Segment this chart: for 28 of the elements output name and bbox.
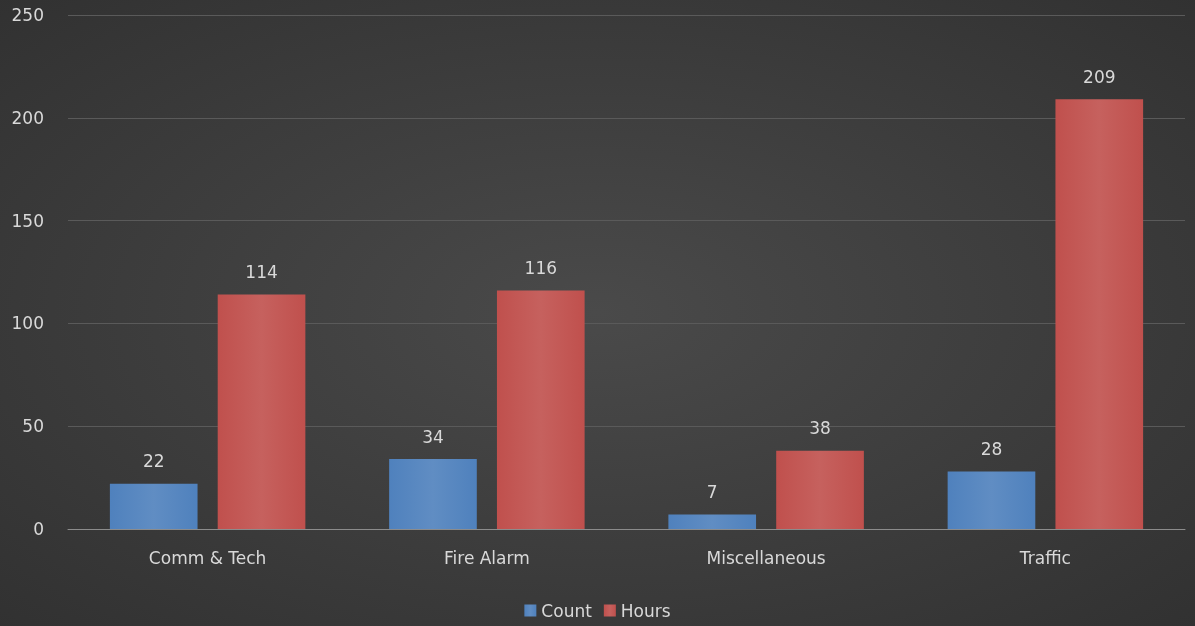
bar [776, 450, 864, 529]
bar [217, 294, 306, 529]
bar [668, 514, 757, 529]
data-label: 34 [422, 426, 444, 447]
y-tick-label: 250 [11, 5, 44, 25]
data-label: 209 [1083, 66, 1116, 87]
data-label: 22 [142, 451, 165, 472]
x-tick-label: Miscellaneous [706, 547, 826, 568]
bar [1055, 99, 1144, 529]
y-tick-label: 100 [11, 313, 44, 334]
x-tick-label: Comm & Tech [148, 547, 267, 568]
data-label: 114 [245, 262, 278, 283]
x-tick-label: Fire Alarm [443, 547, 530, 568]
y-tick-label: 50 [22, 416, 44, 437]
legend-label: Count [541, 600, 593, 621]
x-tick-label: Traffic [1018, 547, 1071, 568]
legend-label: Hours [620, 600, 671, 621]
bar [109, 483, 198, 529]
data-label: 38 [809, 418, 831, 439]
bar [947, 471, 1036, 529]
bar [496, 290, 585, 529]
y-tick-label: 200 [11, 107, 44, 128]
y-tick-label: 150 [11, 210, 44, 231]
y-tick-label: 0 [33, 519, 44, 539]
data-label: 116 [524, 258, 558, 278]
data-label: 28 [980, 438, 1003, 459]
data-label: 7 [706, 482, 718, 503]
bar [389, 459, 477, 529]
